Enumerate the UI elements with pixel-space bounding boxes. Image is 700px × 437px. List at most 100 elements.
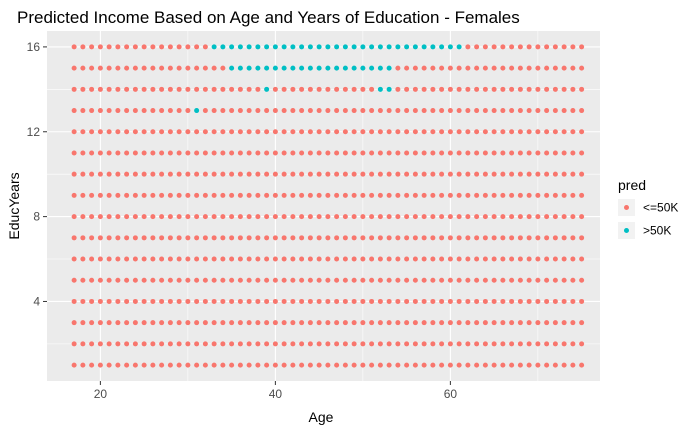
- data-point-under-50k: [351, 341, 357, 347]
- data-point-under-50k: [500, 298, 506, 304]
- data-point-over-50k: [447, 44, 453, 50]
- data-point-under-50k: [561, 86, 567, 92]
- data-point-under-50k: [579, 341, 585, 347]
- data-point-under-50k: [264, 298, 270, 304]
- data-point-under-50k: [89, 341, 95, 347]
- data-point-under-50k: [579, 108, 585, 114]
- data-point-under-50k: [124, 44, 130, 50]
- data-point-under-50k: [141, 44, 147, 50]
- data-point-under-50k: [80, 362, 86, 368]
- data-point-under-50k: [517, 320, 523, 326]
- data-point-under-50k: [439, 86, 445, 92]
- data-point-under-50k: [202, 277, 208, 283]
- data-point-under-50k: [517, 86, 523, 92]
- data-point-under-50k: [220, 171, 226, 177]
- data-point-under-50k: [141, 86, 147, 92]
- data-point-under-50k: [141, 362, 147, 368]
- data-point-under-50k: [80, 171, 86, 177]
- data-point-under-50k: [255, 171, 261, 177]
- data-point-under-50k: [290, 150, 296, 156]
- data-point-under-50k: [229, 235, 235, 241]
- data-point-under-50k: [246, 150, 252, 156]
- data-point-under-50k: [474, 277, 480, 283]
- data-point-under-50k: [369, 235, 375, 241]
- data-point-under-50k: [482, 129, 488, 135]
- data-point-under-50k: [281, 235, 287, 241]
- data-point-under-50k: [447, 171, 453, 177]
- data-point-under-50k: [395, 65, 401, 71]
- data-point-under-50k: [97, 235, 103, 241]
- legend-entries: <=50K >50K: [618, 199, 678, 239]
- data-point-under-50k: [447, 277, 453, 283]
- data-point-under-50k: [439, 298, 445, 304]
- data-point-under-50k: [552, 150, 558, 156]
- data-point-under-50k: [150, 341, 156, 347]
- data-point-under-50k: [229, 192, 235, 198]
- data-point-under-50k: [202, 320, 208, 326]
- data-point-under-50k: [465, 44, 471, 50]
- data-point-under-50k: [202, 129, 208, 135]
- data-point-under-50k: [482, 192, 488, 198]
- data-point-under-50k: [211, 235, 217, 241]
- data-point-under-50k: [167, 129, 173, 135]
- data-point-under-50k: [579, 298, 585, 304]
- data-point-under-50k: [535, 256, 541, 262]
- data-point-under-50k: [272, 277, 278, 283]
- data-point-under-50k: [211, 171, 217, 177]
- data-point-under-50k: [106, 298, 112, 304]
- data-point-under-50k: [377, 235, 383, 241]
- data-point-under-50k: [167, 150, 173, 156]
- data-point-under-50k: [307, 235, 313, 241]
- data-point-under-50k: [211, 256, 217, 262]
- data-point-under-50k: [124, 256, 130, 262]
- data-point-under-50k: [132, 320, 138, 326]
- data-point-under-50k: [106, 341, 112, 347]
- data-point-under-50k: [97, 341, 103, 347]
- data-point-under-50k: [579, 214, 585, 220]
- data-point-under-50k: [325, 171, 331, 177]
- data-point-under-50k: [264, 362, 270, 368]
- data-point-under-50k: [264, 129, 270, 135]
- data-point-under-50k: [369, 362, 375, 368]
- data-point-under-50k: [544, 86, 550, 92]
- data-point-under-50k: [97, 86, 103, 92]
- data-point-under-50k: [89, 108, 95, 114]
- data-point-over-50k: [316, 65, 322, 71]
- data-point-under-50k: [500, 108, 506, 114]
- data-point-over-50k: [360, 65, 366, 71]
- data-point-under-50k: [132, 150, 138, 156]
- data-point-under-50k: [439, 277, 445, 283]
- data-point-under-50k: [264, 150, 270, 156]
- data-point-under-50k: [255, 256, 261, 262]
- data-point-under-50k: [97, 277, 103, 283]
- data-point-under-50k: [80, 65, 86, 71]
- data-point-under-50k: [377, 192, 383, 198]
- data-point-under-50k: [316, 320, 322, 326]
- data-point-under-50k: [561, 362, 567, 368]
- data-point-under-50k: [185, 298, 191, 304]
- data-point-under-50k: [412, 150, 418, 156]
- data-point-under-50k: [97, 171, 103, 177]
- data-point-over-50k: [395, 44, 401, 50]
- data-point-under-50k: [561, 150, 567, 156]
- data-point-under-50k: [202, 44, 208, 50]
- data-point-under-50k: [194, 65, 200, 71]
- data-point-under-50k: [89, 44, 95, 50]
- data-point-under-50k: [211, 214, 217, 220]
- data-point-under-50k: [220, 298, 226, 304]
- data-point-under-50k: [272, 192, 278, 198]
- data-point-under-50k: [395, 298, 401, 304]
- data-point-under-50k: [526, 341, 532, 347]
- data-point-under-50k: [307, 362, 313, 368]
- data-point-under-50k: [141, 256, 147, 262]
- data-point-under-50k: [377, 150, 383, 156]
- data-point-under-50k: [439, 108, 445, 114]
- data-point-under-50k: [194, 277, 200, 283]
- data-point-under-50k: [89, 171, 95, 177]
- data-point-under-50k: [115, 65, 121, 71]
- data-point-under-50k: [185, 171, 191, 177]
- data-point-under-50k: [421, 320, 427, 326]
- data-point-under-50k: [439, 214, 445, 220]
- data-point-under-50k: [430, 277, 436, 283]
- data-point-under-50k: [570, 192, 576, 198]
